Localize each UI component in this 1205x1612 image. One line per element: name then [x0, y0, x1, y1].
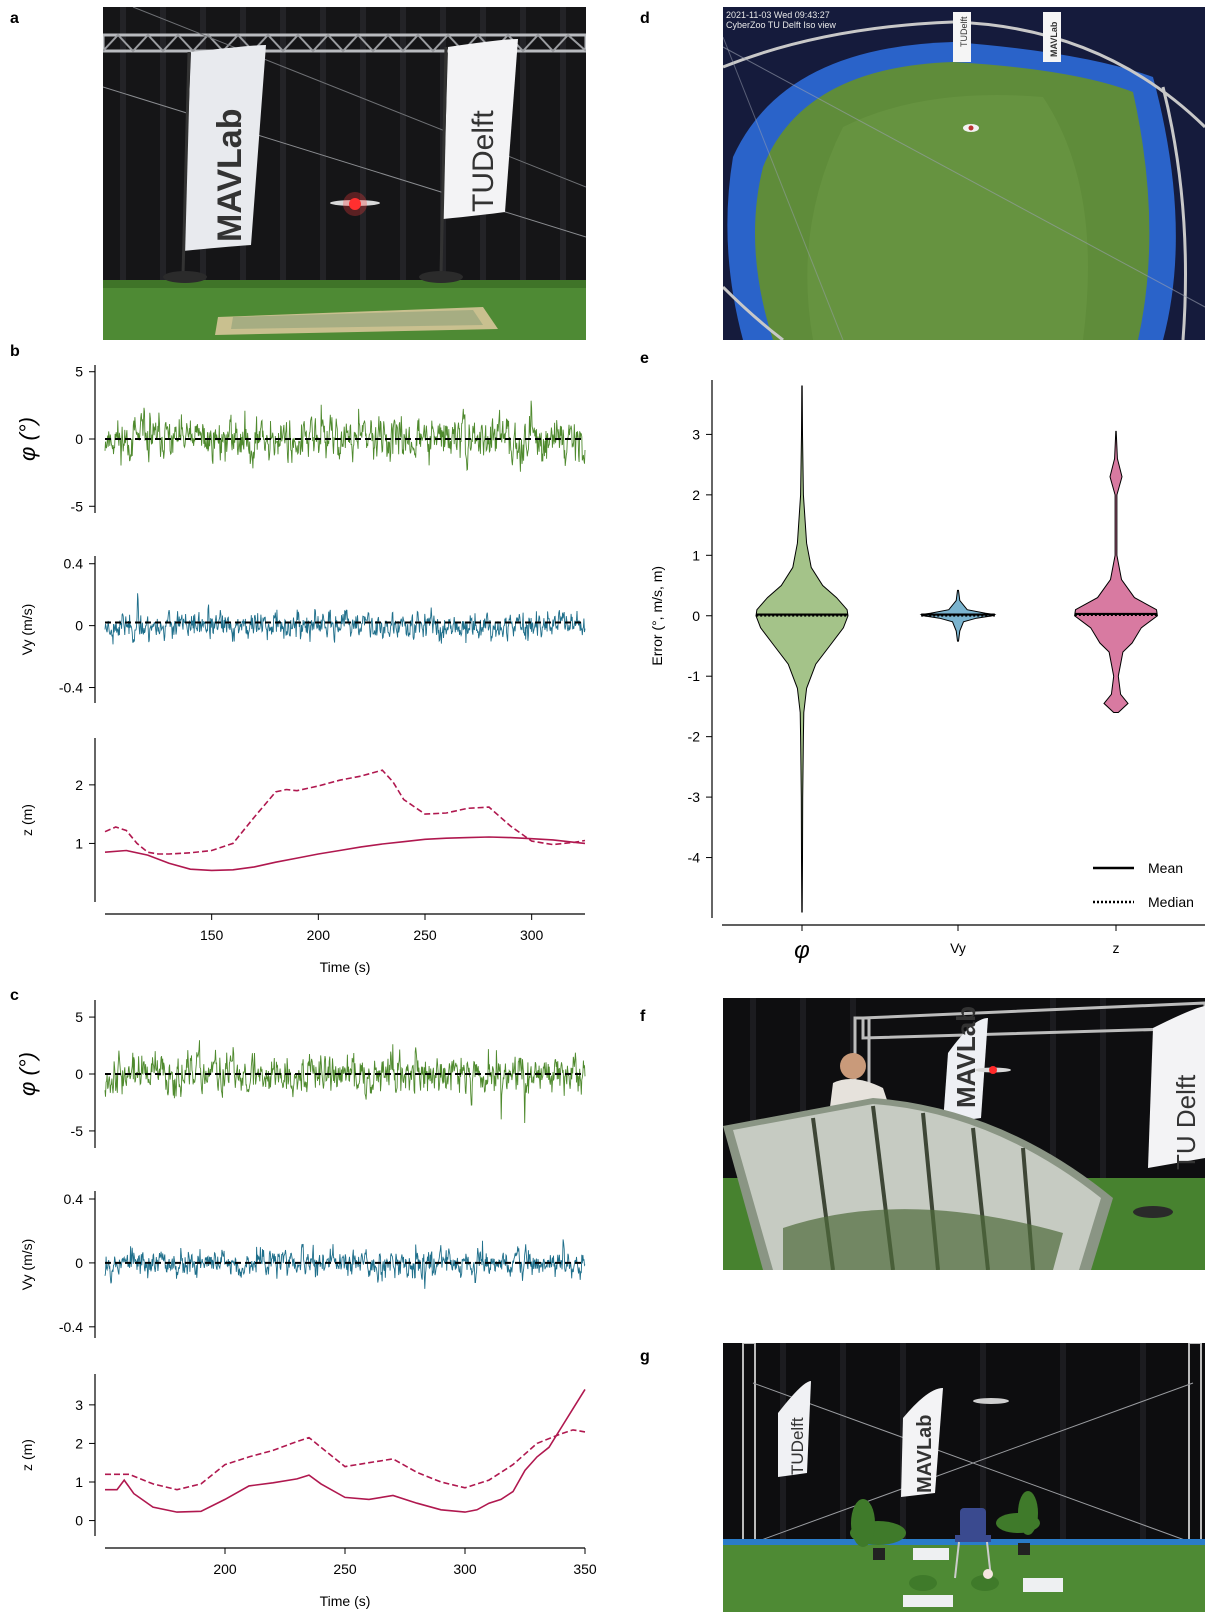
series-line-solid: [104, 836, 586, 872]
y-tick-label: 0: [75, 431, 83, 447]
banner-left-text: TUDelft: [788, 1417, 807, 1475]
y-tick-label: 2: [75, 1435, 83, 1451]
panel-label-d: d: [640, 10, 650, 27]
x-tick-label: 150: [200, 927, 224, 943]
y-tick-label: 2: [692, 487, 700, 503]
y-tick-label: 0.4: [64, 1191, 84, 1207]
series-line-dashed: [104, 769, 586, 855]
drone-icon: [973, 1398, 1009, 1404]
x-axis-label: Time (s): [320, 1593, 371, 1609]
y-axis-label: Vy (m/s): [19, 604, 35, 656]
y-axis-label: φ (°): [15, 1052, 40, 1096]
violin-body: [755, 385, 849, 913]
panel-label-c: c: [10, 987, 19, 1004]
legend-label: Mean: [1148, 860, 1183, 876]
series-line-dashed: [105, 1429, 586, 1491]
y-tick-label: -5: [71, 1123, 84, 1139]
y-tick-label: -0.4: [59, 680, 83, 696]
series-line-solid: [105, 1388, 586, 1513]
x-tick-label: 300: [453, 1561, 477, 1577]
panel-label-f: f: [640, 1008, 646, 1025]
camera-timestamp: 2021-11-03 Wed 09:43:27: [726, 10, 830, 20]
series-line-signal: [104, 593, 586, 645]
y-axis-label: z (m): [19, 1439, 35, 1471]
banner-right-text: MAVLab: [914, 1414, 936, 1493]
x-tick-label: 200: [213, 1561, 237, 1577]
y-tick-label: 0: [75, 618, 83, 634]
x-tick-label: 250: [413, 927, 437, 943]
y-tick-label: 3: [75, 1397, 83, 1413]
series-line-signal: [104, 400, 586, 472]
y-axis-label: Error (°, m/s, m): [649, 566, 665, 666]
panel-label-g: g: [640, 1348, 650, 1365]
banner-right-text: MAVLab: [1049, 21, 1059, 57]
y-tick-label: 0: [75, 1255, 83, 1271]
panel-label-a: a: [10, 10, 19, 27]
panel-label-e: e: [640, 350, 649, 367]
chart-c-phi: 5 0 -5 φ (°): [15, 1000, 586, 1148]
y-tick-label: -1: [688, 668, 701, 684]
chart-b-vy: 0.4 0 -0.4 Vy (m/s): [19, 556, 586, 703]
legend-label: Median: [1148, 894, 1194, 910]
y-axis-label: φ (°): [15, 417, 40, 461]
x-tick-label: 300: [520, 927, 544, 943]
x-tick-label: z: [1113, 940, 1120, 956]
banner-right-text: TU Delft: [1171, 1074, 1201, 1170]
chart-c-z: 3 2 1 0 z (m) 200 250 300 350 Time (s): [19, 1374, 597, 1609]
y-tick-label: -5: [71, 498, 84, 514]
x-axis-label: Time (s): [320, 959, 371, 975]
banner-left-text: TUDelft: [959, 16, 969, 47]
y-tick-label: 5: [75, 1009, 83, 1025]
photo-a-drone-arena: MAVLab TUDelft: [103, 7, 586, 340]
y-tick-label: 5: [75, 364, 83, 380]
chart-c-vy: 0.4 0 -0.4 Vy (m/s): [19, 1191, 586, 1338]
chart-b-phi: 5 0 -5 φ (°): [15, 364, 586, 514]
photo-d-overhead-camera: TUDelft MAVLab 2021-11-03 Wed 09:43:27 C…: [723, 7, 1205, 340]
violin-body: [1074, 430, 1158, 713]
photo-f-forest-backdrop: MAVLab TU Delft: [723, 998, 1205, 1270]
x-tick-label: Vy: [950, 940, 966, 956]
y-tick-label: 0: [75, 1066, 83, 1082]
series-line-signal: [104, 1239, 586, 1289]
banner-left-text: MAVLab: [951, 1006, 981, 1108]
y-tick-label: 2: [75, 777, 83, 793]
drone-icon: [975, 1066, 1011, 1074]
x-tick-label: 350: [573, 1561, 597, 1577]
y-axis-label: Vy (m/s): [19, 1239, 35, 1291]
drone-icon: [963, 124, 979, 132]
banner-right-text: TUDelft: [467, 110, 500, 212]
plant-icon: [850, 1491, 1040, 1591]
chart-b-z: 2 1 z (m) 150 200 250 300 Time (s): [19, 738, 586, 975]
y-axis-label: z (m): [19, 804, 35, 836]
photo-g-plants-arena: TUDelft MAVLab: [723, 1343, 1205, 1612]
series-line-signal: [104, 1040, 586, 1124]
y-tick-label: 0: [692, 608, 700, 624]
y-tick-label: -3: [688, 789, 701, 805]
y-tick-label: 1: [75, 1474, 83, 1490]
x-tick-label: φ: [794, 937, 810, 964]
camera-title: CyberZoo TU Delft Iso view: [726, 20, 836, 30]
x-tick-label: 250: [333, 1561, 357, 1577]
chart-e-violin: 3 2 1 0 -1 -2 -3 -4 Error (°, m/s, m) φ Vy z Mean Med…: [649, 380, 1205, 964]
y-tick-label: -2: [688, 729, 701, 745]
y-tick-label: 1: [75, 835, 83, 851]
y-tick-label: -4: [688, 850, 701, 866]
y-tick-label: 0: [75, 1513, 83, 1529]
drone-icon: [330, 192, 380, 216]
y-tick-label: 0.4: [64, 556, 84, 572]
x-tick-label: 200: [307, 927, 331, 943]
y-tick-label: 3: [692, 426, 700, 442]
y-tick-label: 1: [692, 547, 700, 563]
banner-left-text: MAVLab: [211, 109, 249, 242]
y-tick-label: -0.4: [59, 1319, 83, 1335]
panel-label-b: b: [10, 343, 20, 360]
